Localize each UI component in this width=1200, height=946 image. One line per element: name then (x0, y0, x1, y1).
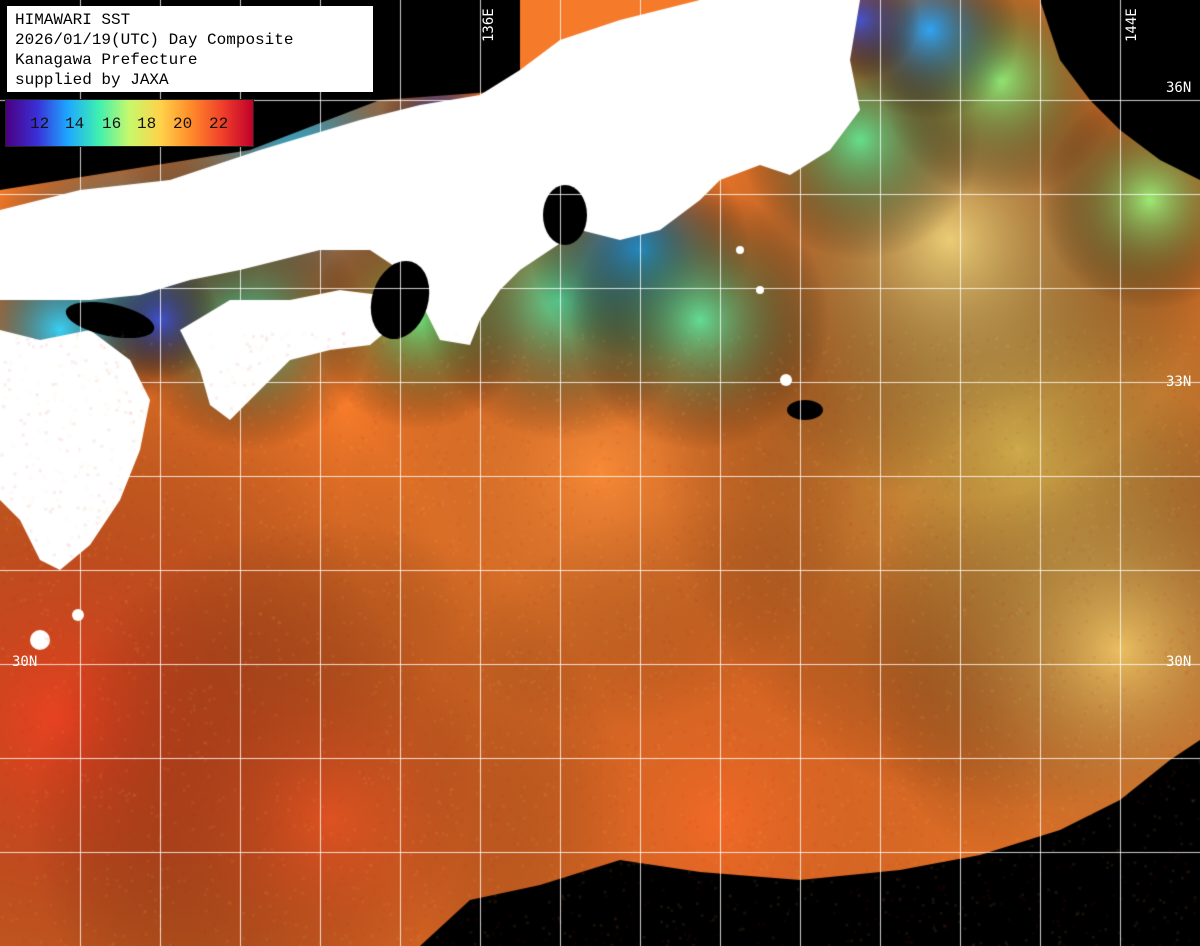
scale-tick-18: 18 (137, 115, 156, 133)
scale-tick-12: 12 (30, 115, 49, 133)
scale-tick-20: 20 (173, 115, 192, 133)
lon-label-136e: 136E (481, 8, 497, 42)
lat-label-36n: 36N (1166, 80, 1191, 96)
map-date: 2026/01/19(UTC) Day Composite (15, 30, 365, 50)
scale-tick-22: 22 (209, 115, 228, 133)
lat-label-33-left: 33 (12, 374, 29, 390)
lon-label-144e: 144E (1124, 8, 1140, 42)
lat-label-33n-right: 33N (1166, 374, 1191, 390)
color-scale-legend: 12 14 16 18 20 22 (5, 99, 254, 147)
info-box: HIMAWARI SST 2026/01/19(UTC) Day Composi… (7, 6, 373, 92)
lat-label-30n-right: 30N (1166, 654, 1191, 670)
scale-tick-16: 16 (102, 115, 121, 133)
scale-tick-14: 14 (65, 115, 84, 133)
map-title: HIMAWARI SST (15, 10, 365, 30)
map-credit: supplied by JAXA (15, 70, 365, 90)
lat-label-30n-left: 30N (12, 654, 37, 670)
map-region: Kanagawa Prefecture (15, 50, 365, 70)
